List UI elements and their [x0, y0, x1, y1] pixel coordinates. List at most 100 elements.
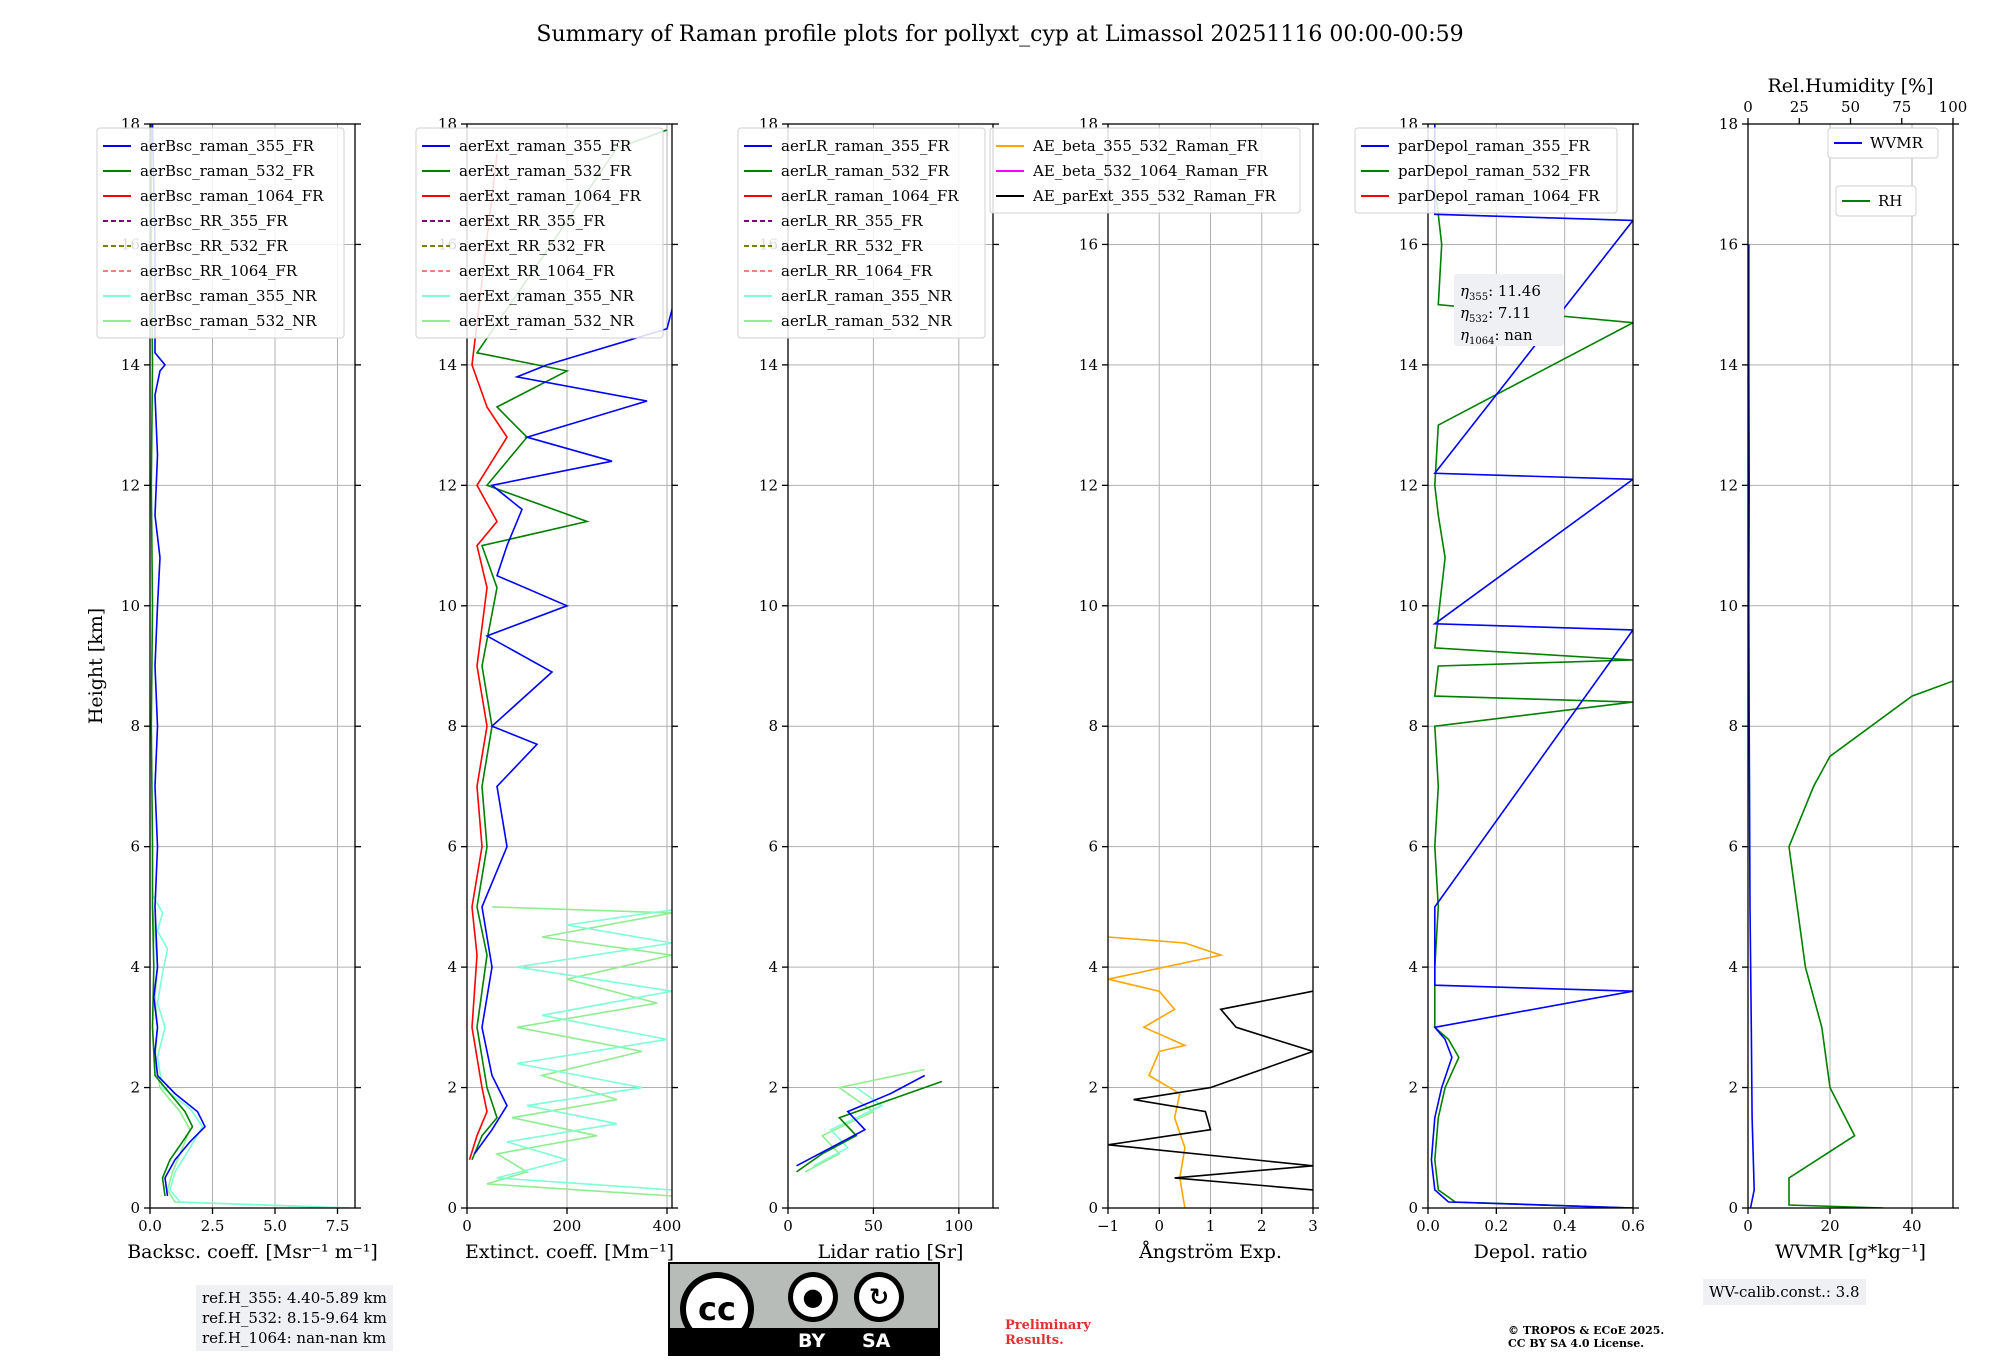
axes-frame [1747, 123, 1954, 1209]
y-tick-label: 8 [1408, 717, 1418, 735]
y-tick-label: 4 [1088, 958, 1098, 976]
eta-1064: η1064: nan [1460, 326, 1533, 347]
panel-extinction: 0200400024681012141618Extinct. coeff. [M… [415, 115, 682, 1263]
y-tick-label: 16 [1399, 235, 1418, 253]
series-line-aerExt_raman_355_FR [473, 306, 672, 1155]
y-tick-label: 8 [1088, 717, 1098, 735]
y-tick-label: 8 [447, 717, 457, 735]
x2-tick-label: 100 [1939, 98, 1968, 116]
axes-frame [149, 123, 356, 1209]
legend-label: aerBsc_RR_355_FR [140, 212, 288, 230]
series-line-aerLR_raman_532_NR [804, 1068, 925, 1173]
wv-calib-text: WV-calib.const.: 3.8 [1709, 1283, 1860, 1301]
panel-wvmr: 0 20 40 0 2 4 6 8 10 12 14 16 18 WVMR [g*kg⁻¹] 0 25 50 75… [1719, 75, 1968, 1263]
series-line-aerExt_raman_532_FR [471, 129, 668, 1161]
eta-box [1454, 274, 1564, 346]
y-tick-label: 0 [1408, 1199, 1418, 1217]
legend-label: RH [1878, 192, 1902, 210]
x-tick-label: 0.0 [1416, 1217, 1440, 1235]
by-person-icon: ● [788, 1272, 838, 1322]
x2-tick-label: 0 [1743, 98, 1753, 116]
y-tick-label: 14 [1719, 356, 1738, 374]
x-tick-label: 2 [1257, 1217, 1267, 1235]
ref-height-532: ref.H_532: 8.15-9.64 km [202, 1309, 387, 1327]
legend-box [96, 127, 345, 339]
y-tick-label: 12 [121, 476, 140, 494]
legend-label: AE_beta_355_532_Raman_FR [1032, 137, 1259, 155]
ref-height-355: ref.H_355: 4.40-5.89 km [202, 1289, 387, 1307]
legend-box [1354, 127, 1618, 214]
cc-sa-label: SA [862, 1330, 891, 1352]
legend-label: aerBsc_raman_1064_FR [140, 187, 324, 205]
legend-label: aerLR_raman_355_FR [781, 137, 950, 155]
y-tick-label: 6 [768, 838, 778, 856]
series-line-RH [1788, 680, 1953, 1208]
y-tick-label: 14 [121, 356, 140, 374]
legend-box [1835, 185, 1917, 217]
series-line-AE_parExt_355_532_Raman_FR [1108, 990, 1313, 1191]
x-axis-label: Backsc. coeff. [Msr⁻¹ m⁻¹] [127, 1241, 378, 1263]
y-tick-label: 8 [1728, 717, 1738, 735]
y-tick-label: 4 [768, 958, 778, 976]
legend-label: aerLR_RR_1064_FR [781, 262, 933, 280]
y-tick-label: 4 [130, 958, 140, 976]
x2-tick-label: 25 [1790, 98, 1809, 116]
series-group [150, 124, 351, 1208]
eta-532: η532: 7.11 [1460, 304, 1531, 325]
y-tick-label: 0 [130, 1199, 140, 1217]
y-tick-label: 16 [1079, 235, 1098, 253]
series-group [1430, 124, 1633, 1208]
legend-label: aerLR_RR_532_FR [781, 237, 923, 255]
series-line-aerExt_raman_532_NR [486, 906, 672, 1197]
legend-label: aerExt_RR_355_FR [459, 212, 606, 230]
legend-box [989, 127, 1301, 214]
series-line-aerExt_raman_355_NR [496, 909, 672, 1191]
x2-tick-label: 50 [1841, 98, 1860, 116]
x-axis-label: WVMR [g*kg⁻¹] [1775, 1241, 1926, 1263]
y-tick-label: 2 [130, 1079, 140, 1097]
x-tick-label: 0.4 [1553, 1217, 1577, 1235]
y-tick-label: 8 [768, 717, 778, 735]
y-tick-label: 14 [438, 356, 457, 374]
series-line-aerLR_raman_532_FR [796, 1080, 943, 1173]
y-tick-label: 6 [130, 838, 140, 856]
legend-label: AE_parExt_355_532_Raman_FR [1032, 187, 1277, 205]
legend-label: parDepol_raman_355_FR [1398, 137, 1591, 155]
copyright-note: © TROPOS & ECoE 2025. CC BY SA 4.0 Licen… [1508, 1324, 1664, 1350]
legend-label: aerLR_raman_355_NR [781, 287, 952, 305]
y-tick-label: 12 [759, 476, 778, 494]
x-tick-label: 5.0 [263, 1217, 287, 1235]
legend-label: aerLR_raman_1064_FR [781, 187, 959, 205]
x-tick-label: 400 [653, 1217, 682, 1235]
cc-badge-strip [670, 1328, 938, 1354]
wv-calib-box: WV-calib.const.: 3.8 [1703, 1279, 1866, 1305]
series-line-AE_beta_355_532_Raman_FR [1108, 936, 1224, 1208]
legend-WVMR: WVMR [1827, 127, 1939, 159]
y-tick-label: 18 [1719, 115, 1738, 133]
series-line-parDepol_raman_355_FR [1430, 124, 1633, 1208]
x2-axis-label: Rel.Humidity [%] [1767, 75, 1933, 97]
y-tick-label: 2 [768, 1079, 778, 1097]
x-axis-label: Ångström Exp. [1138, 1241, 1282, 1263]
legend-label: aerLR_raman_532_NR [781, 312, 952, 330]
x-tick-label: 20 [1820, 1217, 1839, 1235]
legend-box [1827, 127, 1939, 159]
y-tick-label: 2 [1408, 1079, 1418, 1097]
eta-355: η355: 11.46 [1460, 282, 1541, 303]
x-tick-label: 3 [1308, 1217, 1318, 1235]
y-tick-label: 6 [447, 838, 457, 856]
y-tick-label: 0 [447, 1199, 457, 1217]
series-line-aerBsc_raman_355_NR [151, 894, 351, 1208]
sa-share-icon: ↻ [854, 1272, 904, 1322]
legend-label: aerExt_raman_355_NR [459, 287, 635, 305]
x-tick-label: 0.0 [138, 1217, 162, 1235]
legend-label: AE_beta_532_1064_Raman_FR [1032, 162, 1268, 180]
series-line-parDepol_raman_532_FR [1433, 184, 1633, 1208]
y-tick-label: 4 [1408, 958, 1418, 976]
x-tick-label: 0.2 [1484, 1217, 1508, 1235]
x-tick-label: 1 [1206, 1217, 1216, 1235]
x-tick-label: 0 [1743, 1217, 1753, 1235]
legend-label: aerBsc_raman_355_NR [140, 287, 317, 305]
